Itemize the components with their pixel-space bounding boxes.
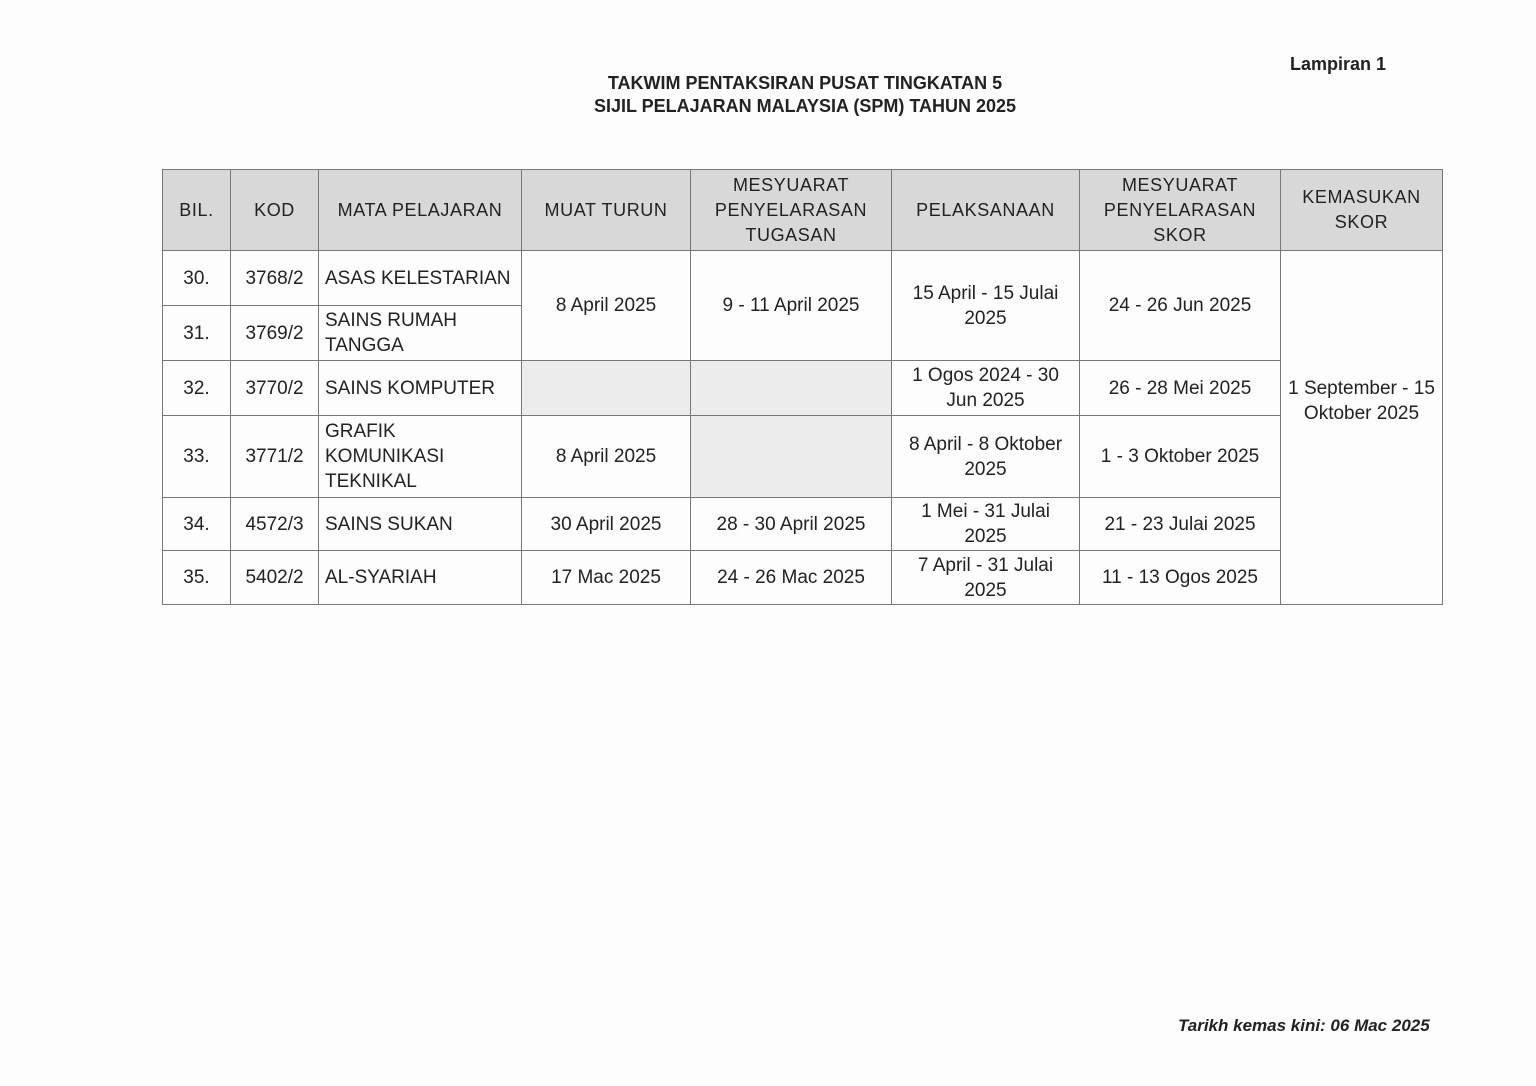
header-mesyuarat-skor: MESYUARAT PENYELARASAN SKOR [1079,169,1281,251]
attachment-label: Lampiran 1 [1290,54,1387,74]
bil: 35. [162,550,231,605]
document-title: TAKWIM PENTAKSIRAN PUSAT TINGKATAN 5 SIJ… [0,72,1536,118]
pelaksanaan: 15 April - 15 Julai 2025 [891,250,1080,361]
mesyuarat-skor: 1 - 3 Oktober 2025 [1079,415,1281,498]
bil: 33. [162,415,231,498]
bil: 30. [162,250,231,306]
header-row: BIL. KOD MATA PELAJARAN MUAT TURUN MESYU… [162,169,1443,251]
subject: SAINS KOMPUTER [318,360,522,416]
pelaksanaan: 7 April - 31 Julai 2025 [891,550,1080,605]
schedule-table: BIL. KOD MATA PELAJARAN MUAT TURUN MESYU… [162,169,1443,605]
subject: GRAFIK KOMUNIKASI TEKNIKAL [318,415,522,498]
header-mesyuarat-tugasan: MESYUARAT PENYELARASAN TUGASAN [690,169,892,251]
last-updated: Tarikh kemas kini: 06 Mac 2025 [1178,1016,1430,1035]
kod: 3768/2 [230,250,319,306]
muat-turun: 17 Mac 2025 [521,550,691,605]
subject: AL-SYARIAH [318,550,522,605]
kod: 4572/3 [230,497,319,551]
header-kod: KOD [230,169,319,251]
kod: 3771/2 [230,415,319,498]
mesyuarat-tugasan: 9 - 11 April 2025 [690,250,892,361]
kod: 3769/2 [230,305,319,361]
mesyuarat-tugasan-shaded [690,360,892,416]
kod: 5402/2 [230,550,319,605]
bil: 31. [162,305,231,361]
header-mata-pelajaran: MATA PELAJARAN [318,169,522,251]
muat-turun: 30 April 2025 [521,497,691,551]
mesyuarat-skor: 24 - 26 Jun 2025 [1079,250,1281,361]
pelaksanaan: 1 Ogos 2024 - 30 Jun 2025 [891,360,1080,416]
bil: 34. [162,497,231,551]
table-row: 31. 3769/2 SAINS RUMAH TANGGA [162,305,1443,361]
mesyuarat-skor: 21 - 23 Julai 2025 [1079,497,1281,551]
table-row: 30. 3768/2 ASAS KELESTARIAN 8 April 2025… [162,250,1443,605]
muat-turun-shaded [521,360,691,416]
mesyuarat-skor: 11 - 13 Ogos 2025 [1079,550,1281,605]
muat-turun: 8 April 2025 [521,250,691,361]
header-bil: BIL. [162,169,231,251]
pelaksanaan: 1 Mei - 31 Julai 2025 [891,497,1080,551]
pelaksanaan: 8 April - 8 Oktober 2025 [891,415,1080,498]
subject: ASAS KELESTARIAN [318,250,522,306]
table-row: 32. 3770/2 SAINS KOMPUTER 1 Ogos 2024 - … [162,360,1443,416]
title-line-1: TAKWIM PENTAKSIRAN PUSAT TINGKATAN 5 [607,73,1003,93]
mesyuarat-tugasan: 28 - 30 April 2025 [690,497,892,551]
mesyuarat-tugasan: 24 - 26 Mac 2025 [690,550,892,605]
table-row: 34. 4572/3 SAINS SUKAN 30 April 2025 28 … [162,497,1443,551]
mesyuarat-tugasan-shaded [690,415,892,498]
subject: SAINS SUKAN [318,497,522,551]
header-pelaksanaan: PELAKSANAAN [891,169,1080,251]
kod: 3770/2 [230,360,319,416]
header-muat-turun: MUAT TURUN [521,169,691,251]
mesyuarat-skor: 26 - 28 Mei 2025 [1079,360,1281,416]
subject: SAINS RUMAH TANGGA [318,305,522,361]
kemasukan-skor: 1 September - 15 Oktober 2025 [1280,250,1443,605]
bil: 32. [162,360,231,416]
header-kemasukan-skor: KEMASUKAN SKOR [1280,169,1443,251]
table-row: 33. 3771/2 GRAFIK KOMUNIKASI TEKNIKAL 8 … [162,415,1443,498]
muat-turun: 8 April 2025 [521,415,691,498]
title-line-2: SIJIL PELAJARAN MALAYSIA (SPM) TAHUN 202… [593,96,1017,116]
table-row: 35. 5402/2 AL-SYARIAH 17 Mac 2025 24 - 2… [162,550,1443,605]
